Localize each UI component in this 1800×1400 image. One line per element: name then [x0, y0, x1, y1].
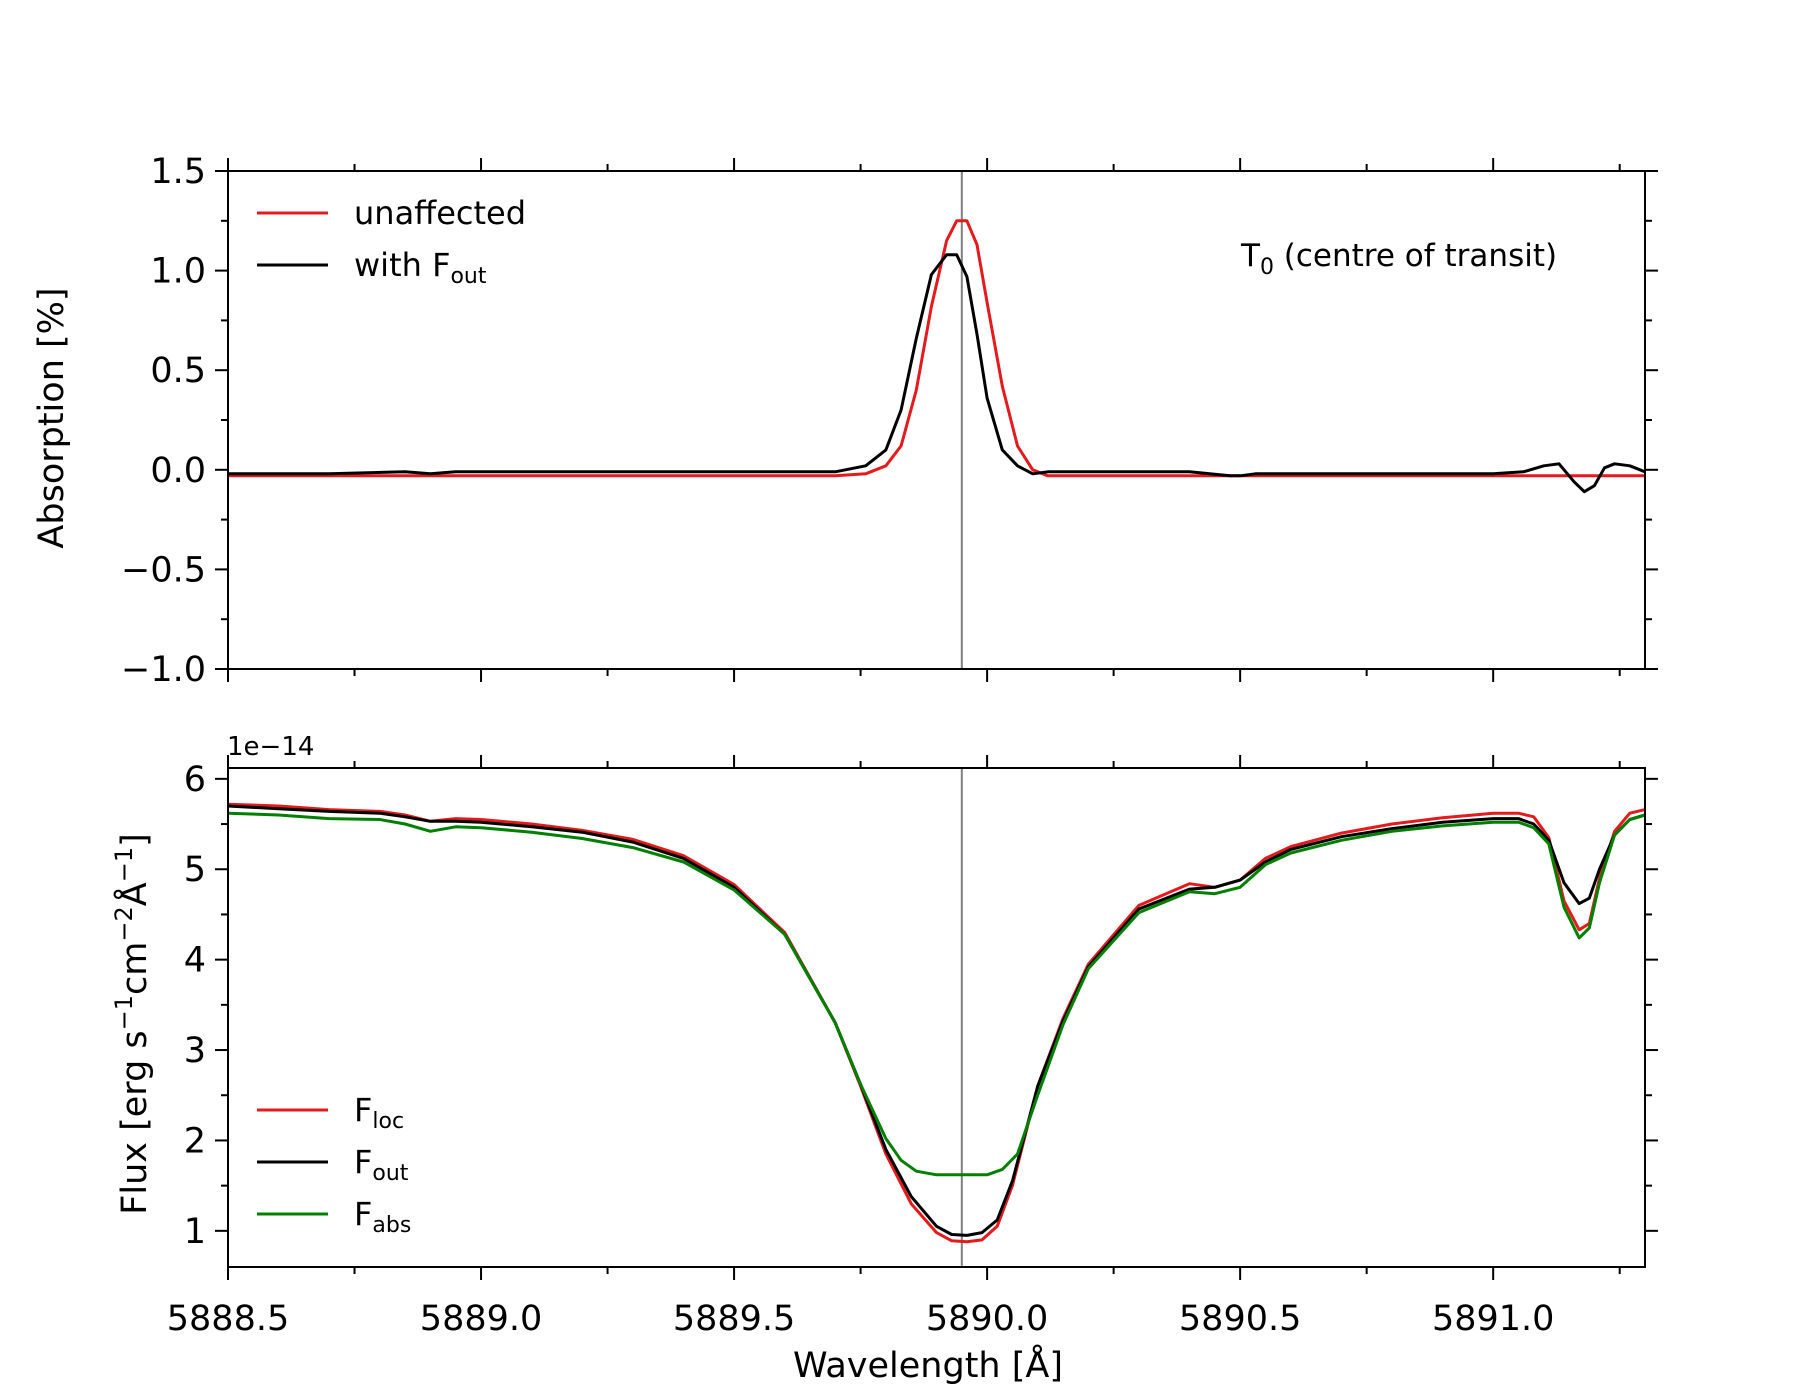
x-tick-label: 5890.0 — [926, 1299, 1048, 1339]
y-tick-label: 3 — [184, 1031, 206, 1071]
absorption-legend: unaffected with Fout — [257, 194, 526, 289]
absorption-y-axis-label: Absorption [%] — [32, 287, 72, 548]
absorption-panel: −1.0 −0.5 0.0 0.5 1.0 1.5 Absorption [%] T0 (… — [32, 152, 1658, 690]
flux-series-lines — [227, 768, 1646, 1267]
y-tick-label: −0.5 — [121, 550, 206, 590]
y-tick-label: 1.5 — [150, 152, 206, 192]
x-tick-label: 5891.0 — [1432, 1299, 1554, 1339]
transit-annotation-rest: (centre of transit) — [1274, 238, 1557, 274]
legend-label-fout-sub: out — [372, 1161, 408, 1186]
x-tick-label: 5889.5 — [673, 1299, 795, 1339]
flux-y-axis-label: Flux [erg s−1cm−2Å−1] — [110, 833, 155, 1215]
x-tick-label: 5889.0 — [420, 1299, 542, 1339]
legend-label-fout-main: F — [354, 1143, 372, 1181]
legend-label-with-fout-sub: out — [450, 264, 486, 289]
legend-label-floc-sub: loc — [372, 1109, 404, 1134]
absorption-axis-ticks: −1.0 −0.5 0.0 0.5 1.0 1.5 — [121, 152, 1658, 690]
y-tick-label: 6 — [184, 760, 206, 800]
x-tick-label: 5888.5 — [167, 1299, 289, 1339]
y-tick-label: 0.5 — [150, 351, 206, 391]
legend-label-floc-main: F — [354, 1091, 372, 1129]
y-offset-label: 1e−14 — [227, 732, 314, 762]
flux-legend: Floc Fout Fabs — [257, 1091, 411, 1238]
y-tick-label: −1.0 — [121, 650, 206, 690]
flux-plot-frame — [227, 767, 1646, 1268]
y-tick-label: 0.0 — [150, 451, 206, 491]
y-tick-label: 1.0 — [150, 252, 206, 292]
y-tick-label: 4 — [184, 941, 206, 981]
absorption-plot-frame — [227, 170, 1646, 670]
flux-axis-ticks: 1 2 3 4 5 6 5888.5 5889.0 5889.5 5890.0 5890.5 5891… — [167, 755, 1658, 1339]
y-tick-label: 1 — [184, 1212, 206, 1252]
y-tick-label: 2 — [184, 1121, 206, 1161]
legend-label-fabs-sub: abs — [372, 1213, 411, 1238]
transit-annotation-sub: 0 — [1260, 255, 1274, 280]
x-axis-label: Wavelength [Å] — [793, 1343, 1063, 1386]
x-tick-label: 5890.5 — [1179, 1299, 1301, 1339]
series-line-with-f-out — [228, 253, 1646, 494]
series-line-f-out — [227, 804, 1646, 1237]
y-tick-label: 5 — [184, 850, 206, 890]
absorption-series-lines — [228, 171, 1646, 669]
legend-label-floc: Floc — [354, 1091, 404, 1134]
series-line-f-abs — [227, 811, 1646, 1177]
legend-label-fout: Fout — [354, 1143, 409, 1186]
legend-label-fabs-main: F — [354, 1195, 372, 1233]
transit-annotation: T0 (centre of transit) — [1240, 238, 1557, 280]
flux-panel: 1 2 3 4 5 6 5888.5 5889.0 5889.5 5890.0 5890.5 5891… — [110, 732, 1658, 1386]
transit-annotation-main: T — [1240, 238, 1261, 274]
legend-label-fabs: Fabs — [354, 1195, 411, 1238]
series-line-f-loc — [227, 802, 1646, 1244]
legend-label-unaffected: unaffected — [354, 194, 526, 232]
flux-y-axis-label-main: Flux [erg s — [115, 1030, 155, 1214]
legend-label-with-fout-main: with F — [354, 246, 450, 284]
series-line-unaffected — [228, 219, 1645, 478]
legend-label-with-fout: with Fout — [354, 246, 487, 289]
